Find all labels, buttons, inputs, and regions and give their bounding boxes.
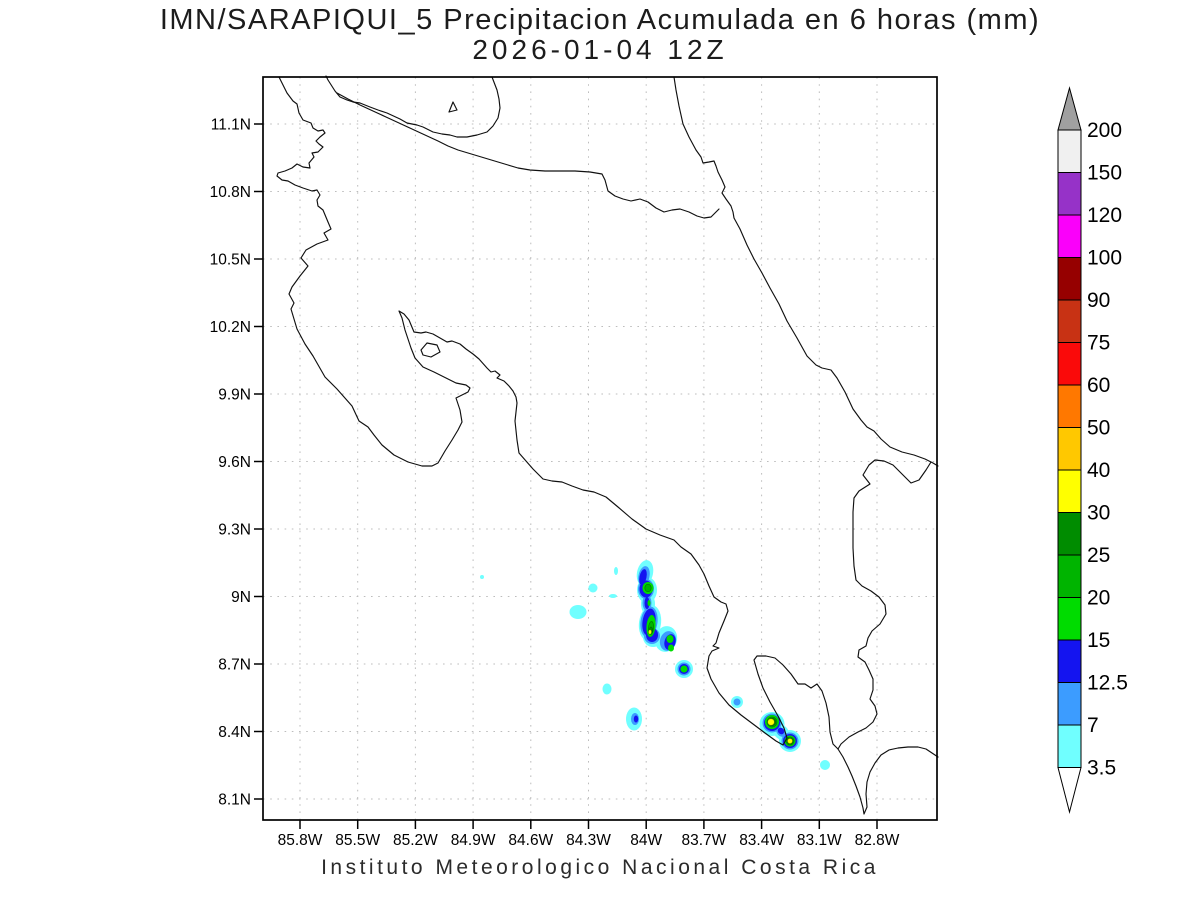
colorbar-level-label: 25 — [1087, 544, 1110, 567]
y-axis-tick-label: 9.6N — [218, 454, 251, 471]
precip-cell — [588, 583, 598, 593]
y-axis-tick-label: 9N — [231, 589, 251, 606]
colorbar-band — [1057, 427, 1082, 471]
valid-datetime: 2026-01-04 12Z — [472, 34, 728, 65]
x-axis-tick-label: 83.7W — [681, 832, 726, 849]
colorbar-overflow-arrow — [1057, 86, 1082, 131]
colorbar-band — [1057, 172, 1082, 216]
axis-ticks — [254, 123, 878, 829]
colorbar-level-label: 90 — [1087, 289, 1110, 312]
x-axis-tick-label: 84.9W — [451, 832, 496, 849]
precip-cell — [666, 635, 674, 643]
precip-cell — [680, 665, 688, 673]
lake-island-triangle — [448, 101, 458, 113]
gridlines — [263, 77, 937, 820]
x-axis-tick-label: 84.3W — [566, 832, 611, 849]
precip-cell — [648, 629, 652, 635]
y-axis-tick-label: 10.8N — [210, 184, 251, 201]
x-axis-tick-label: 84.6W — [508, 832, 553, 849]
precip-cell — [668, 644, 674, 652]
y-axis-tick-label: 8.1N — [218, 792, 251, 809]
y-axis-tick-label: 8.4N — [218, 724, 251, 741]
y-axis-tick-label: 10.2N — [210, 319, 251, 336]
colorbar-band — [1057, 512, 1082, 556]
footer-caption: Instituto Meteorologico Nacional Costa R… — [321, 856, 879, 879]
colorbar-band — [1057, 257, 1082, 301]
x-axis-tick-label: 85.5W — [335, 832, 380, 849]
precip-cell — [609, 594, 617, 598]
colorbar-level-label: 40 — [1087, 459, 1110, 482]
colorbar-band — [1057, 342, 1082, 386]
colorbar-band — [1057, 682, 1082, 726]
colorbar-band — [1057, 129, 1082, 173]
colorbar-band — [1057, 597, 1082, 641]
y-axis-tick-label: 9.3N — [218, 522, 251, 539]
axis-tick-labels: 85.8W 85.5W 85.2W 84.9W 84.6W 84.3W 84W 83.7W 83… — [210, 117, 900, 850]
colorbar-level-label: 60 — [1087, 374, 1110, 397]
precip-cell — [480, 575, 484, 579]
colorbar-band — [1057, 214, 1082, 258]
precip-cell — [633, 715, 639, 723]
precip-cell — [777, 727, 785, 735]
colorbar-level-label: 15 — [1087, 629, 1110, 652]
map-frame — [262, 76, 938, 821]
colorbar-level-label: 100 — [1087, 247, 1122, 270]
colorbar-band — [1057, 299, 1082, 343]
y-axis-tick-label: 10.5N — [210, 252, 251, 269]
x-axis-tick-label: 82.8W — [855, 832, 900, 849]
precip-cell — [614, 567, 618, 575]
colorbar-level-label: 12.5 — [1087, 672, 1128, 695]
precip-cell — [787, 738, 793, 744]
x-axis-tick-label: 85.8W — [278, 832, 323, 849]
precip-cell — [820, 760, 830, 770]
map-outlines — [276, 75, 939, 815]
precip-cell — [647, 600, 651, 606]
colorbar-band — [1057, 639, 1082, 683]
colorbar-band — [1057, 724, 1082, 768]
colorbar: 200 150 120 100 90 75 60 50 40 30 25 20 15 12.5 7 3.5 — [1057, 86, 1128, 814]
precip-cell — [569, 605, 587, 619]
nicaragua-border — [336, 92, 720, 219]
colorbar-level-label: 7 — [1087, 714, 1099, 737]
precip-cell — [644, 583, 652, 593]
x-axis-tick-label: 83.1W — [797, 832, 842, 849]
colorbar-level-label: 75 — [1087, 332, 1110, 355]
page-title: IMN/SARAPIQUI_5 Precipitacion Acumulada … — [159, 4, 1041, 36]
colorbar-level-label: 3.5 — [1087, 757, 1116, 780]
colorbar-band — [1057, 469, 1082, 513]
x-axis-tick-label: 83.4W — [739, 832, 784, 849]
chira-island — [420, 342, 441, 358]
colorbar-level-label: 30 — [1087, 502, 1110, 525]
y-axis-tick-label: 9.9N — [218, 387, 251, 404]
lake-nicaragua-shore — [325, 75, 501, 138]
precip-cell — [733, 698, 741, 706]
x-axis-tick-label: 84W — [630, 832, 662, 849]
colorbar-band — [1057, 384, 1082, 428]
x-axis-tick-label: 85.2W — [393, 832, 438, 849]
caribbean-coastline — [673, 76, 939, 467]
panama-border — [837, 459, 932, 750]
colorbar-band — [1057, 554, 1082, 598]
precip-cell — [644, 597, 650, 609]
precip-cell — [767, 718, 775, 726]
colorbar-level-label: 150 — [1087, 162, 1122, 185]
colorbar-level-label: 20 — [1087, 587, 1110, 610]
y-axis-tick-label: 11.1N — [211, 117, 251, 134]
y-axis-tick-label: 8.7N — [218, 657, 251, 674]
precipitation-shading — [480, 560, 830, 770]
colorbar-level-label: 50 — [1087, 417, 1110, 440]
precip-cell — [602, 683, 612, 695]
pacific-coastline — [276, 76, 939, 815]
colorbar-underflow-arrow — [1057, 767, 1082, 814]
colorbar-level-label: 200 — [1087, 119, 1122, 142]
colorbar-level-label: 120 — [1087, 204, 1122, 227]
